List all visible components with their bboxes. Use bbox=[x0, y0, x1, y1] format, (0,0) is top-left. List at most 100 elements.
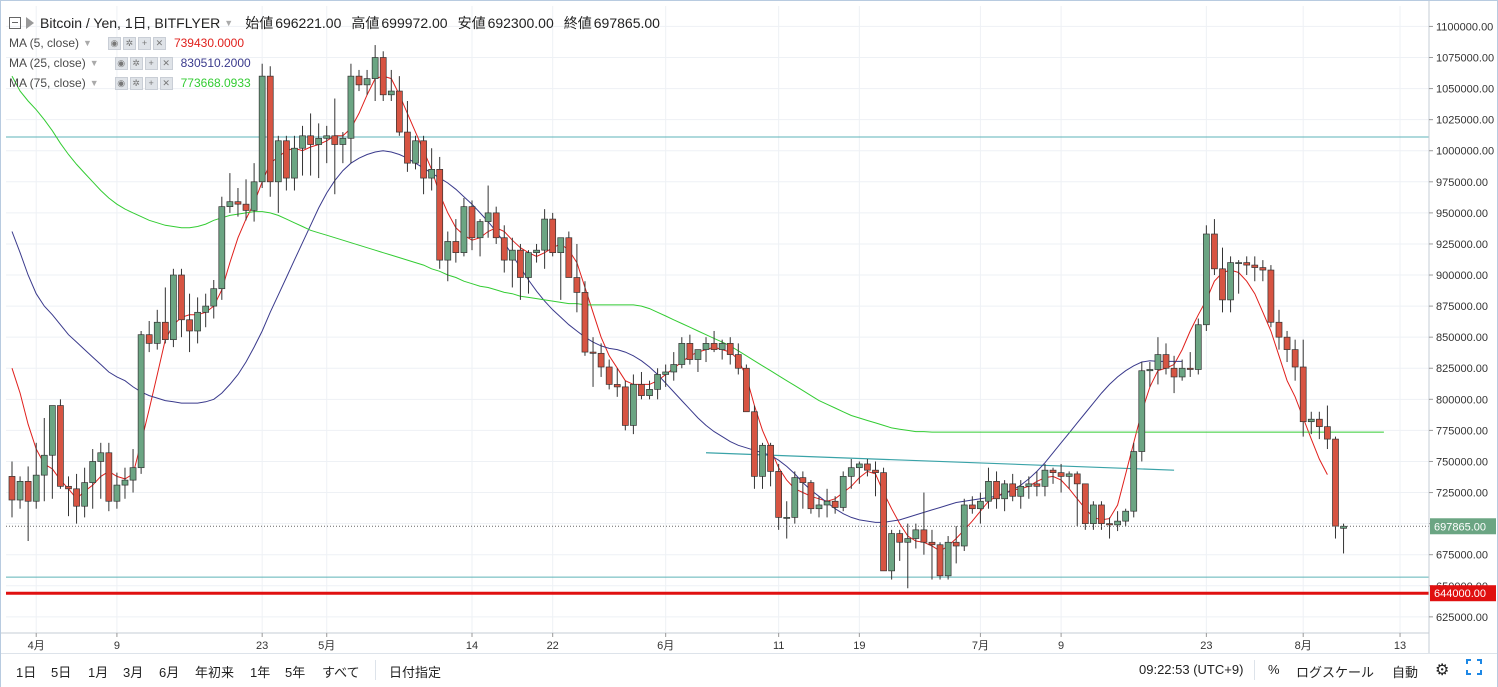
high-value: 699972.00 bbox=[381, 15, 448, 31]
candle-body bbox=[1049, 469, 1057, 474]
timeframe-1d[interactable]: 1日 bbox=[16, 665, 37, 680]
candle-body bbox=[541, 218, 548, 251]
eye-icon[interactable]: ◉ bbox=[114, 76, 128, 90]
close-icon[interactable]: ✕ bbox=[152, 36, 166, 50]
candle-body bbox=[57, 405, 64, 487]
candle-body bbox=[347, 75, 355, 139]
indicator-label: MA (25, close) bbox=[9, 56, 86, 70]
candle-body bbox=[1122, 510, 1130, 522]
ma-line-5 bbox=[11, 75, 1328, 552]
dropdown-arrow-icon[interactable]: ▼ bbox=[89, 58, 99, 68]
timeframe-6m[interactable]: 6月 bbox=[159, 665, 180, 680]
candle-body bbox=[573, 277, 581, 293]
candle-body bbox=[767, 444, 774, 472]
candle-body bbox=[743, 367, 750, 413]
timeframe-5d[interactable]: 5日 bbox=[51, 665, 72, 680]
timeframe-all[interactable]: すべて bbox=[322, 665, 360, 680]
eye-icon[interactable]: ◉ bbox=[107, 36, 121, 50]
low-value: 692300.00 bbox=[487, 15, 554, 31]
candle-body bbox=[864, 463, 871, 471]
gear-icon[interactable]: ✲ bbox=[129, 56, 143, 70]
candle-body bbox=[323, 135, 331, 139]
candle-body bbox=[662, 371, 670, 375]
candle-body bbox=[670, 364, 678, 373]
percent-toggle[interactable]: % bbox=[1268, 662, 1280, 677]
candle-body bbox=[831, 500, 839, 508]
timeframe-1y[interactable]: 1年 bbox=[250, 665, 271, 680]
timeframe-1m[interactable]: 1月 bbox=[88, 665, 109, 680]
price-chart[interactable]: 625000.00650000.00675000.00700000.007250… bbox=[1, 1, 1497, 653]
indicator-row-ma5[interactable]: MA (5, close) ▼ ◉ ✲ + ✕ 739430.0000 bbox=[9, 36, 244, 50]
candle-body bbox=[880, 472, 887, 572]
timeframe-5y[interactable]: 5年 bbox=[285, 665, 306, 680]
bottom-toolbar: 1日 5日 1月 3月 6月 年初来 1年 5年 すべて 日付指定 09:22:… bbox=[1, 653, 1497, 687]
candle-body bbox=[250, 181, 258, 211]
candle-body bbox=[460, 206, 468, 254]
time-tick-label: 22 bbox=[547, 640, 559, 652]
candle-body bbox=[113, 484, 121, 502]
candle-body bbox=[97, 452, 105, 462]
candle-body bbox=[508, 249, 516, 261]
candle-body bbox=[678, 343, 686, 365]
fullscreen-icon[interactable] bbox=[1466, 659, 1482, 678]
candle-body bbox=[436, 169, 444, 261]
price-tick-label: 725000.00 bbox=[1436, 488, 1488, 500]
candle-body bbox=[654, 374, 661, 390]
candle-body bbox=[1178, 367, 1186, 378]
price-tick-label: 750000.00 bbox=[1436, 456, 1488, 468]
close-icon[interactable]: ✕ bbox=[159, 76, 173, 90]
timeframe-3m[interactable]: 3月 bbox=[123, 665, 144, 680]
symbol-label[interactable]: Bitcoin / Yen, 1日, BITFLYER bbox=[40, 15, 221, 31]
candle-body bbox=[783, 517, 791, 519]
candle-body bbox=[694, 349, 702, 360]
candle-body bbox=[855, 463, 863, 469]
gear-icon[interactable]: ✲ bbox=[122, 36, 136, 50]
indicator-row-ma75[interactable]: MA (75, close) ▼ ◉ ✲ + ✕ 773668.0933 bbox=[9, 76, 251, 90]
dropdown-arrow-icon[interactable]: ▼ bbox=[83, 38, 92, 48]
dropdown-arrow-icon[interactable]: ▼ bbox=[89, 78, 99, 88]
candle-body bbox=[73, 488, 80, 507]
price-tick-label: 875000.00 bbox=[1436, 301, 1488, 313]
candle-body bbox=[137, 334, 145, 469]
time-tick-label: 19 bbox=[853, 640, 865, 652]
time-tick-label: 11 bbox=[773, 640, 784, 652]
candle-body bbox=[1073, 473, 1081, 485]
eye-icon[interactable]: ◉ bbox=[114, 56, 128, 70]
candle-body bbox=[1162, 354, 1170, 369]
indicator-row-ma25[interactable]: MA (25, close) ▼ ◉ ✲ + ✕ 830510.2000 bbox=[9, 56, 251, 70]
candle-body bbox=[32, 474, 40, 502]
candle-body bbox=[178, 274, 185, 321]
candle-body bbox=[936, 544, 944, 577]
candle-body bbox=[960, 504, 968, 547]
candle-body bbox=[1106, 523, 1113, 526]
trend-line bbox=[705, 452, 1175, 471]
indicator-value: 739430.0000 bbox=[173, 36, 245, 50]
log-scale-toggle[interactable]: ログスケール bbox=[1296, 665, 1375, 680]
collapse-icon[interactable] bbox=[9, 17, 21, 29]
gear-icon[interactable]: ✲ bbox=[129, 76, 143, 90]
close-icon[interactable]: ✕ bbox=[159, 56, 173, 70]
candle-body bbox=[1154, 354, 1162, 370]
time-tick-label: 6月 bbox=[657, 640, 674, 652]
ma-line-75 bbox=[11, 75, 1384, 433]
plus-icon[interactable]: + bbox=[137, 36, 151, 50]
candle-body bbox=[589, 351, 597, 354]
indicator-label: MA (75, close) bbox=[9, 76, 86, 90]
candle-body bbox=[1057, 472, 1065, 477]
flag-icon[interactable] bbox=[26, 17, 34, 29]
timeframe-ytd[interactable]: 年初来 bbox=[195, 665, 235, 680]
gear-icon[interactable]: ⚙ bbox=[1435, 662, 1450, 679]
auto-scale-toggle[interactable]: 自動 bbox=[1392, 665, 1419, 680]
candle-body bbox=[686, 343, 694, 360]
candle-body bbox=[549, 218, 557, 254]
candle-body bbox=[968, 504, 976, 510]
plus-icon[interactable]: + bbox=[144, 76, 158, 90]
support-badge bbox=[1430, 585, 1496, 602]
candle-body bbox=[315, 137, 323, 145]
candle-body bbox=[428, 169, 435, 179]
dropdown-arrow-icon[interactable]: ▼ bbox=[224, 18, 234, 28]
plus-icon[interactable]: + bbox=[144, 56, 158, 70]
date-range-button[interactable]: 日付指定 bbox=[389, 665, 442, 680]
time-tick-label: 7月 bbox=[972, 640, 989, 652]
